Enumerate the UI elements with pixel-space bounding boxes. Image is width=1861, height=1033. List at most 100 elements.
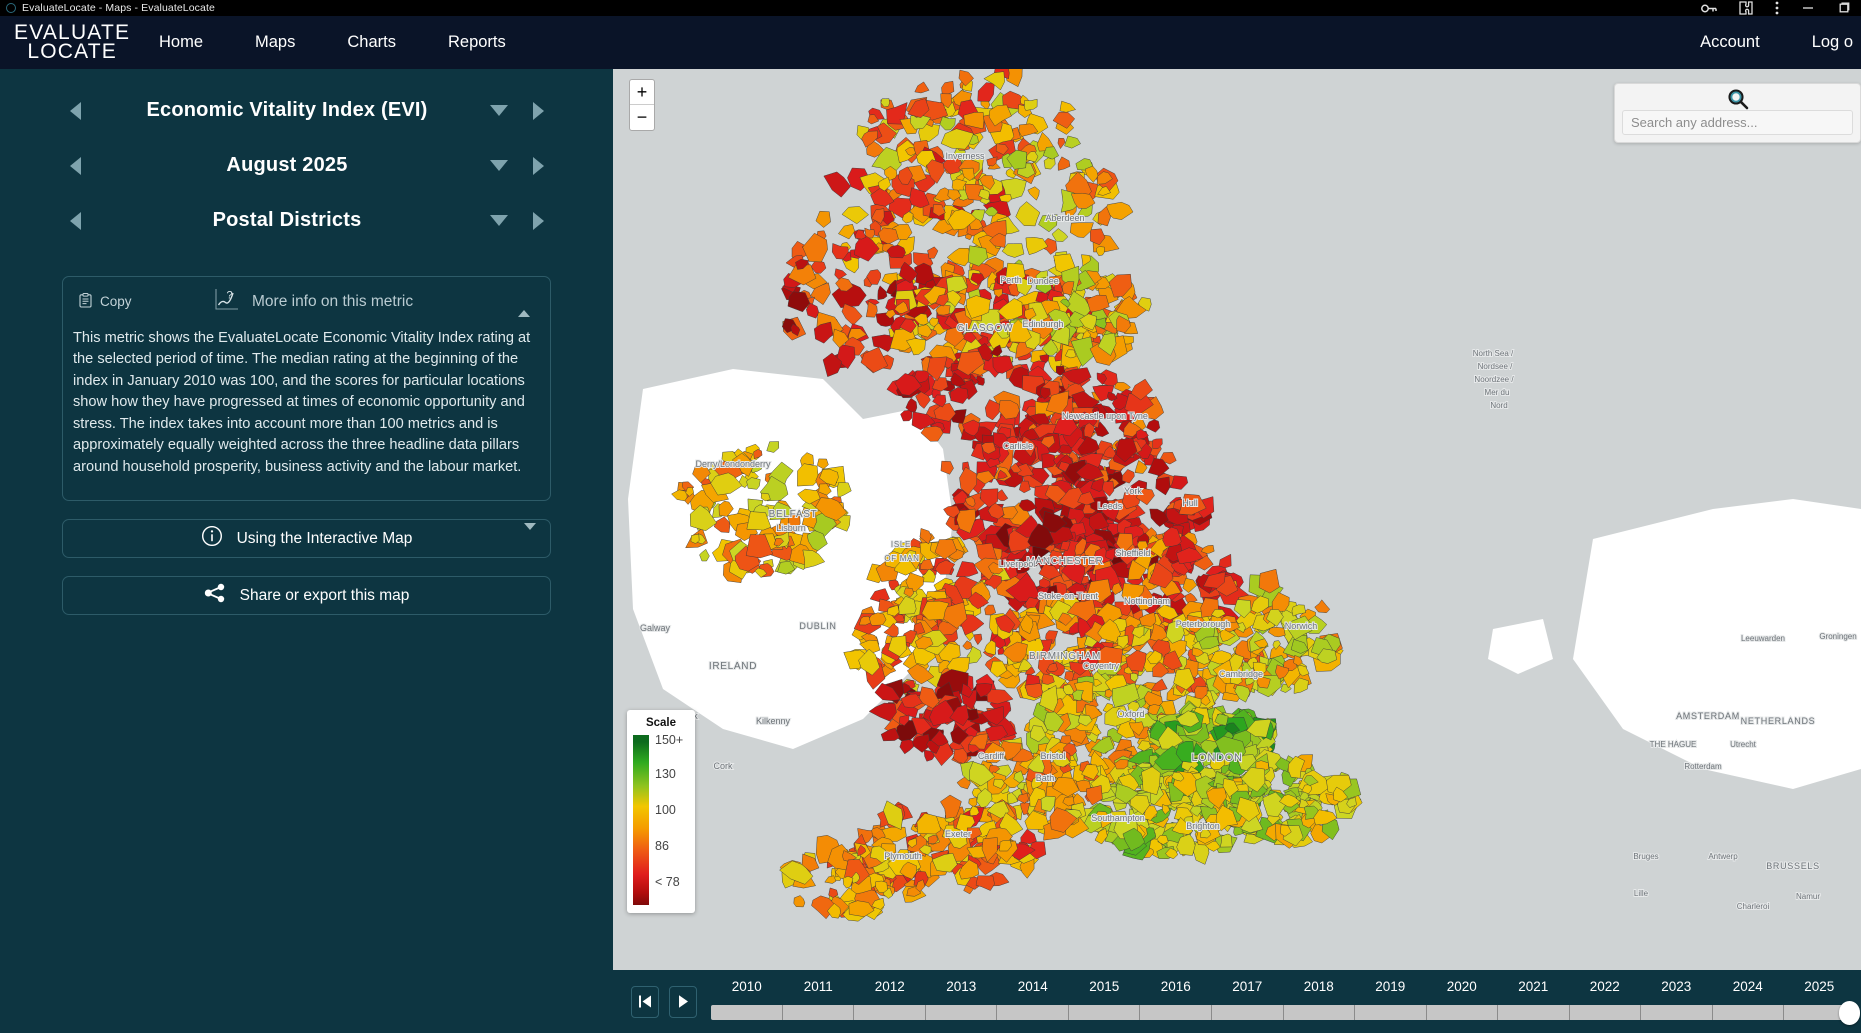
postal-district[interactable] [1252, 661, 1267, 676]
postal-district[interactable] [806, 530, 828, 551]
postal-district[interactable] [1024, 307, 1037, 321]
timeline-track-wrapper[interactable]: 2010 2011 2012 2013 2014 2015 2016 2017 2018 2019… [711, 978, 1860, 1025]
postal-district[interactable] [1122, 827, 1145, 852]
postal-district[interactable] [998, 194, 1012, 203]
geography-prev-button[interactable] [62, 208, 88, 234]
postal-district[interactable] [899, 318, 917, 334]
postal-district[interactable] [1346, 797, 1357, 808]
postal-district[interactable] [1101, 480, 1115, 497]
postal-district[interactable] [738, 474, 750, 488]
postal-district[interactable] [1233, 599, 1252, 619]
postal-district[interactable] [1083, 621, 1107, 643]
postal-district[interactable] [1001, 243, 1025, 258]
postal-district[interactable] [915, 879, 926, 893]
postal-district[interactable] [920, 426, 944, 442]
postal-district[interactable] [1121, 582, 1145, 605]
postal-district[interactable] [1035, 276, 1052, 294]
postal-district[interactable] [970, 272, 985, 285]
postal-district[interactable] [746, 477, 761, 490]
postal-district[interactable] [745, 534, 774, 559]
postal-district[interactable] [1069, 661, 1088, 676]
postal-district[interactable] [1198, 636, 1220, 650]
geography-next-button[interactable] [525, 208, 551, 234]
postal-district[interactable] [1171, 817, 1194, 835]
postal-district[interactable] [1215, 735, 1246, 762]
postal-district[interactable] [1280, 824, 1292, 837]
postal-district[interactable] [1130, 378, 1153, 401]
postal-district[interactable] [1017, 658, 1033, 672]
postal-district[interactable] [832, 328, 850, 349]
postal-district[interactable] [866, 269, 881, 285]
postal-district[interactable] [823, 171, 851, 198]
metric-next-button[interactable] [525, 98, 551, 124]
postal-district[interactable] [995, 143, 1009, 155]
postal-district[interactable] [976, 787, 993, 809]
postal-district[interactable] [1136, 429, 1149, 440]
timeline-year-2023[interactable]: 2023 [1661, 978, 1692, 994]
postal-district[interactable] [867, 612, 887, 626]
postal-district[interactable] [1016, 793, 1029, 804]
postal-district[interactable] [1081, 764, 1099, 780]
postal-district[interactable] [1124, 393, 1154, 416]
postal-district[interactable] [1130, 671, 1139, 683]
postal-district[interactable] [914, 81, 930, 94]
zoom-in-button[interactable]: + [630, 80, 654, 105]
postal-district[interactable] [1147, 650, 1162, 665]
postal-district[interactable] [1025, 237, 1049, 255]
postal-district[interactable] [932, 204, 946, 217]
postal-district[interactable] [989, 660, 1008, 678]
postal-district[interactable] [935, 293, 949, 307]
postal-district[interactable] [1038, 214, 1058, 233]
postal-district[interactable] [1173, 668, 1196, 691]
postal-district[interactable] [1047, 663, 1058, 672]
postal-district[interactable] [793, 895, 806, 908]
postal-district[interactable] [1182, 578, 1198, 593]
postal-district[interactable] [986, 458, 1001, 468]
brand-logo[interactable]: EVALUATE LOCATE [14, 22, 129, 62]
more-info-button[interactable]: ? More info on this metric [214, 287, 413, 317]
postal-district[interactable] [946, 247, 972, 267]
postal-district[interactable] [904, 550, 917, 562]
postal-district[interactable] [1074, 681, 1094, 702]
postal-district[interactable] [842, 876, 854, 889]
postal-district[interactable] [1070, 336, 1095, 367]
postal-district[interactable] [1234, 685, 1251, 703]
postal-district[interactable] [766, 441, 780, 453]
postal-district[interactable] [1039, 684, 1058, 712]
postal-district[interactable] [1038, 563, 1062, 580]
postal-district[interactable] [1097, 186, 1112, 196]
postal-district[interactable] [909, 187, 930, 209]
postal-district[interactable] [1123, 666, 1134, 675]
postal-district[interactable] [998, 400, 1020, 420]
postal-district[interactable] [1007, 792, 1019, 805]
postal-district[interactable] [801, 509, 818, 529]
postal-district[interactable] [905, 572, 925, 593]
postal-district[interactable] [899, 261, 919, 284]
copy-button[interactable]: Copy [79, 292, 214, 311]
postal-district[interactable] [1316, 648, 1338, 664]
postal-district[interactable] [1262, 791, 1287, 817]
postal-district[interactable] [1117, 548, 1137, 566]
postal-district[interactable] [1253, 638, 1269, 649]
postal-district[interactable] [886, 244, 906, 259]
postal-district[interactable] [918, 123, 940, 142]
postal-district[interactable] [979, 175, 995, 191]
postal-district[interactable] [1020, 828, 1037, 845]
postal-district[interactable] [1060, 541, 1071, 551]
postal-district[interactable] [787, 291, 811, 313]
postal-district[interactable] [927, 246, 939, 259]
postal-district[interactable] [1107, 391, 1118, 402]
postal-district[interactable] [1299, 798, 1309, 809]
postal-district[interactable] [817, 458, 829, 470]
postal-district[interactable] [1290, 639, 1309, 654]
postal-district[interactable] [1026, 151, 1039, 163]
postal-district[interactable] [718, 500, 734, 517]
postal-district[interactable] [1050, 323, 1070, 346]
postal-district[interactable] [901, 211, 914, 224]
postal-district[interactable] [1267, 626, 1286, 638]
postal-district[interactable] [1105, 547, 1116, 561]
postal-district[interactable] [911, 411, 936, 430]
postal-district[interactable] [1005, 262, 1026, 284]
postal-district[interactable] [689, 504, 718, 532]
postal-district[interactable] [1236, 796, 1260, 822]
